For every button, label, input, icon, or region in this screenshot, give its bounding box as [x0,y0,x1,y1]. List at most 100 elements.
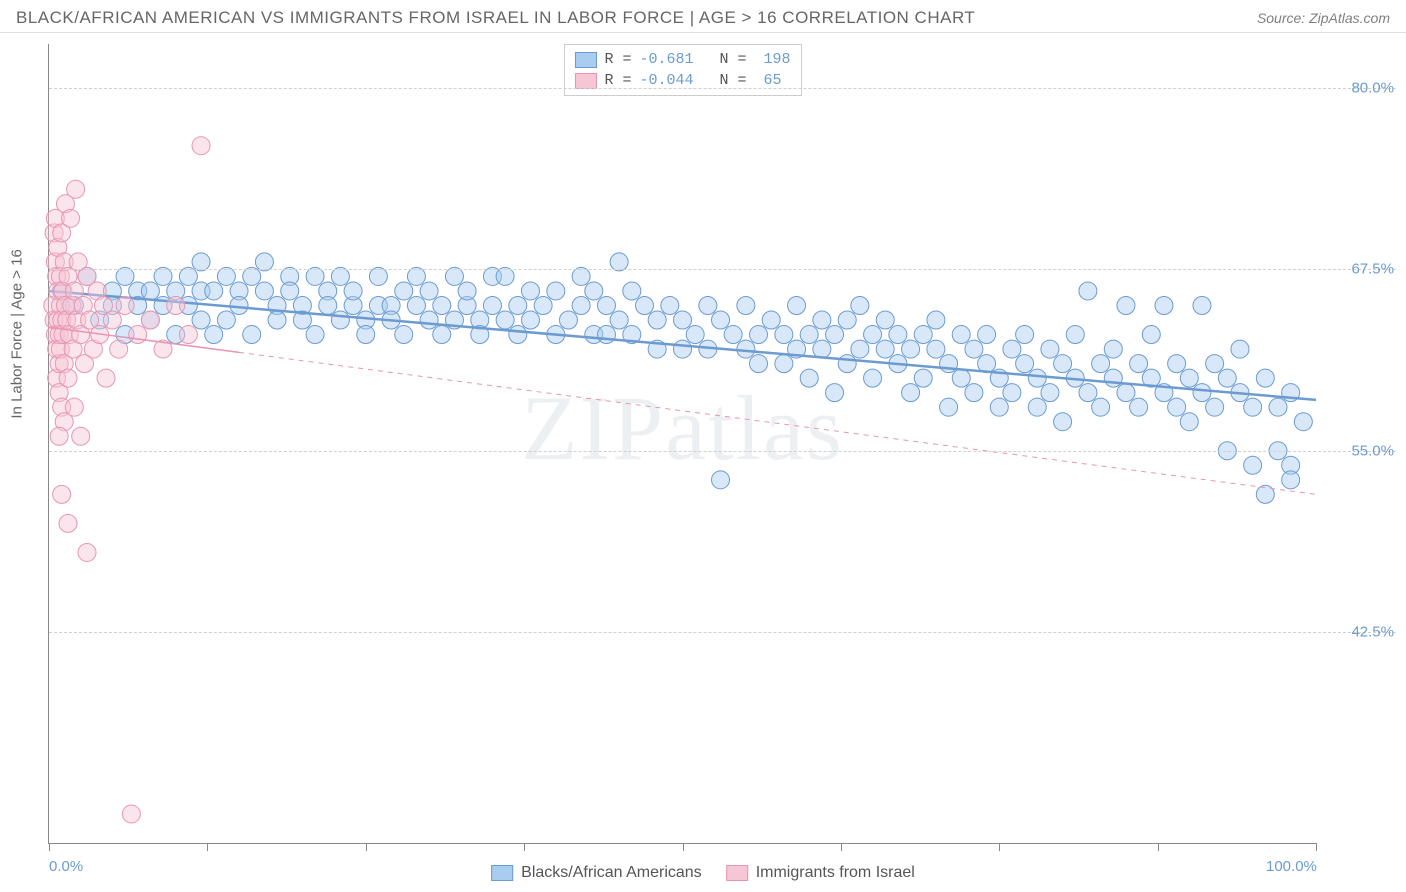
data-point [50,427,68,445]
data-point [788,296,806,314]
data-point [433,296,451,314]
data-point [661,296,679,314]
x-tick-label: 100.0% [1266,858,1317,875]
data-point [1104,340,1122,358]
data-point [813,340,831,358]
data-point [851,296,869,314]
data-point [674,311,692,329]
data-point [572,296,590,314]
legend-stat-row: R = -0.681 N = 198 [574,49,790,70]
data-point [585,282,603,300]
data-point [648,311,666,329]
data-point [978,326,996,344]
data-point [1054,413,1072,431]
data-point [483,296,501,314]
chart-title: BLACK/AFRICAN AMERICAN VS IMMIGRANTS FRO… [16,8,975,28]
chart-source: Source: ZipAtlas.com [1257,10,1390,26]
data-point [914,326,932,344]
legend-swatch [726,865,748,881]
data-point [268,311,286,329]
scatter-svg [49,44,1316,843]
data-point [990,398,1008,416]
data-point [420,282,438,300]
legend-r-value: -0.681 [639,51,693,68]
data-point [103,311,121,329]
legend-n-label: N = [702,72,747,89]
data-point [686,326,704,344]
y-tick-label: 55.0% [1351,442,1394,459]
data-point [496,311,514,329]
data-point [559,311,577,329]
data-point [458,282,476,300]
data-point [597,326,615,344]
data-point [826,384,844,402]
data-point [927,311,945,329]
data-point [597,296,615,314]
data-point [1193,384,1211,402]
data-point [674,340,692,358]
x-tick [524,843,525,851]
data-point [179,326,197,344]
x-tick [366,843,367,851]
series-legend: Blacks/African Americans Immigrants from … [491,864,915,882]
chart-header: BLACK/AFRICAN AMERICAN VS IMMIGRANTS FRO… [0,0,1406,33]
data-point [141,311,159,329]
data-point [1269,398,1287,416]
data-point [521,282,539,300]
data-point [1028,398,1046,416]
legend-n-label: N = [702,51,747,68]
data-point [1231,340,1249,358]
legend-item: Immigrants from Israel [726,864,915,882]
data-point [610,311,628,329]
data-point [1180,413,1198,431]
data-point [750,326,768,344]
data-point [357,326,375,344]
data-point [122,805,140,823]
data-point [1180,369,1198,387]
data-point [737,340,755,358]
data-point [1117,384,1135,402]
data-point [1041,340,1059,358]
data-point [59,369,77,387]
data-point [59,514,77,532]
x-tick [683,843,684,851]
y-tick-label: 67.5% [1351,261,1394,278]
data-point [775,326,793,344]
data-point [635,296,653,314]
data-point [1092,398,1110,416]
data-point [1054,355,1072,373]
data-point [864,326,882,344]
legend-r-label: R = [604,72,631,89]
gridline [49,269,1396,270]
legend-swatch [574,73,596,89]
data-point [1294,413,1312,431]
data-point [167,296,185,314]
data-point [965,384,983,402]
data-point [192,137,210,155]
data-point [750,355,768,373]
data-point [1104,369,1122,387]
data-point [1016,326,1034,344]
gridline [49,632,1396,633]
plot-area: In Labor Force | Age > 16 ZIPatlas R = -… [48,44,1316,844]
data-point [1244,398,1262,416]
y-axis-title: In Labor Force | Age > 16 [9,249,26,418]
data-point [255,282,273,300]
legend-r-label: R = [604,51,631,68]
data-point [547,282,565,300]
legend-item: Blacks/African Americans [491,864,702,882]
data-point [1218,369,1236,387]
data-point [1193,296,1211,314]
data-point [243,326,261,344]
data-point [876,311,894,329]
data-point [1028,369,1046,387]
data-point [876,340,894,358]
data-point [1079,282,1097,300]
data-point [395,326,413,344]
data-point [407,296,425,314]
data-point [205,326,223,344]
data-point [952,326,970,344]
data-point [1168,398,1186,416]
data-point [306,326,324,344]
data-point [838,311,856,329]
